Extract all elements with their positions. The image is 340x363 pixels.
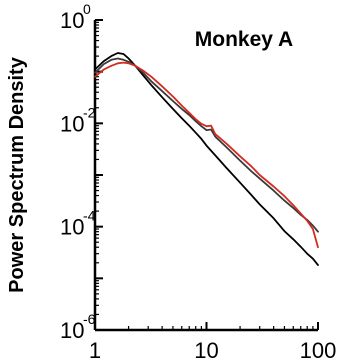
x-ticks: 1 10 100 xyxy=(89,322,336,363)
y-tick-label: 100 xyxy=(60,1,91,33)
chart-title: Monkey A xyxy=(195,28,293,51)
x-tick-label: 100 xyxy=(300,338,337,363)
y-tick-base: 10 xyxy=(60,8,84,33)
y-tick-label: 10-2 xyxy=(60,104,96,136)
y-tick-base: 10 xyxy=(60,111,84,136)
series-layer xyxy=(94,52,319,267)
y-tick-label: 10-6 xyxy=(60,311,96,343)
y-tick-exponent: -2 xyxy=(83,104,96,120)
plot-title: Monkey A xyxy=(195,28,293,51)
y-tick-exponent: -6 xyxy=(83,311,96,327)
y-tick-base: 10 xyxy=(60,215,84,240)
series-line-1 xyxy=(94,52,319,267)
y-tick-exponent: -4 xyxy=(83,208,96,224)
y-tick-exponent: 0 xyxy=(83,1,91,17)
series-line-3 xyxy=(94,61,319,249)
x-tick-label: 10 xyxy=(194,338,218,363)
series-line-2 xyxy=(94,57,319,233)
y-tick-label: 10-4 xyxy=(60,208,96,240)
x-tick-label: 1 xyxy=(89,338,101,363)
y-axis-label: Power Spectrum Density xyxy=(6,56,28,293)
y-tick-base: 10 xyxy=(60,318,84,343)
